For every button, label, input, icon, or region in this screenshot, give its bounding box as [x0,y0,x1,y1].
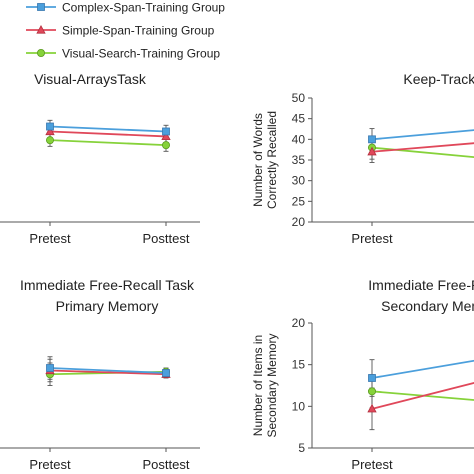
panel-4-y-tick-label-2: 10 [292,399,306,413]
panel-4-y-label-line-1: Number of Items in [251,335,265,436]
panel-4-series-3-point-1 [367,387,376,396]
panel-2-y-tick-label-1: 20 [292,215,306,229]
panel-1: Visual-ArraysTask Pretest Posttest [0,71,200,246]
panel-1-title: Visual-ArraysTask [34,71,147,87]
panel-4-series-2-point-1 [367,403,377,413]
panel-3-x-tick-label-2: Posttest [143,457,190,472]
panel-3-series-1-point-2 [162,369,170,377]
panel-4-series-1-line [371,359,474,379]
panel-4-title: Immediate Free-Reca [368,277,474,293]
panel-2-x-tick-label-1: Pretest [351,231,393,246]
panel-4-y-label: Number of Items inSecondary Memory [251,333,279,437]
panel-2-y-tick-label-3: 30 [292,174,306,188]
panel-3-series-1-point-1 [46,364,54,372]
panel-2-series-1-line [371,129,474,141]
panel-2-series-2-point-1 [367,146,377,156]
panel-1-x-tick-label-1: Pretest [29,231,71,246]
panel-1-series-1-point-1 [46,122,54,131]
panel-1-series-2-point-1 [45,126,55,136]
panel-2-y-tick-label-2: 25 [292,194,306,208]
panel-1-series-2-line [49,130,167,138]
panel-2-y-label-line-1: Number of Words [251,113,265,207]
panel-3-subtitle: Primary Memory [56,298,159,314]
legend-label-1: Complex-Span-Training Group [62,1,225,15]
panel-4-series-3-line [371,390,474,401]
panel-2-series-1-point-1 [368,135,376,144]
panel-2-series-2-line [371,142,474,153]
panel-2-y-tick-label-4: 35 [292,153,306,167]
panel-4-series-2-line [371,382,474,410]
panel-1-series-2-point-2 [161,131,171,141]
panel-4: Immediate Free-Reca Secondary Memo Pretest… [251,277,474,472]
panel-1-series-3-point-1 [46,136,55,145]
panel-1-series-3-point-2 [161,141,170,150]
panel-3-series-2-line [49,369,167,376]
panel-4-series-1-point-1 [368,374,376,382]
panel-2-y-label-line-2: Correctly Recalled [265,111,279,209]
panel-2-y-tick-label-7: 50 [292,91,306,105]
legend-marker-1 [37,3,45,11]
panel-1-x-tick-label-2: Posttest [143,231,190,246]
panel-3-x-tick-label-1: Pretest [29,457,71,472]
panel-4-y-tick-label-1: 5 [298,441,305,455]
panel-2-title: Keep-Track Tas [403,71,474,87]
panel-1-series-3-line [49,139,167,147]
panel-4-x-tick-label-1: Pretest [351,457,393,472]
panel-2-y-tick-label-6: 45 [292,112,306,126]
panel-2-y-label: Number of WordsCorrectly Recalled [251,111,279,209]
panel-2-y-tick-label-5: 40 [292,132,306,146]
panel-1-series-1-line [49,125,167,133]
panel-3: Immediate Free-Recall Task Primary Memory… [0,277,200,472]
panel-4-y-tick-label-4: 20 [292,316,306,330]
panel-4-y-label-line-2: Secondary Memory [265,333,279,437]
panel-2-series-3-line [371,146,474,159]
legend-marker-2 [36,24,46,34]
panel-1-series-1-point-2 [162,127,170,136]
legend-label-3: Visual-Search-Training Group [62,47,220,61]
panel-3-series-1-line [49,367,167,374]
panel-4-y-tick-label-3: 15 [292,358,306,372]
panel-4-subtitle: Secondary Memo [381,298,474,314]
panel-2: Keep-Track TasPretestPo20253035404550Num… [251,71,474,246]
legend-marker-3 [37,49,46,58]
panel-3-title: Immediate Free-Recall Task [20,277,195,293]
legend-label-2: Simple-Span-Training Group [62,24,215,38]
